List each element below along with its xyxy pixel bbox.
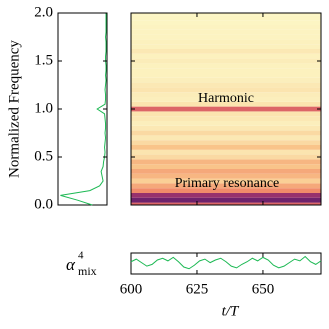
annotation: Primary resonance [175, 176, 280, 191]
x-tick-label: 600 [120, 281, 143, 297]
y-axis-label-symbol: α [66, 255, 76, 274]
x-tick-label: 625 [186, 281, 209, 297]
heatmap-row [131, 183, 321, 189]
y-axis-label-subscript: mix [78, 264, 97, 278]
heatmap-row [131, 58, 321, 64]
heatmap-row [131, 15, 321, 21]
time-series-line [130, 255, 322, 270]
plot-frame [57, 12, 108, 206]
heatmap-row [131, 178, 321, 184]
heatmap-row [131, 164, 321, 169]
heatmap-row [131, 29, 321, 35]
heatmap-row [131, 97, 321, 102]
heatmap-row [131, 106, 321, 112]
spectrum-line [60, 13, 107, 206]
x-axis-label: t/T [222, 303, 240, 319]
heatmap-row [131, 73, 321, 78]
heatmap-row [131, 39, 321, 45]
heatmap-row [131, 154, 321, 160]
y-tick-label: 2.0 [34, 4, 53, 20]
heatmap-row [131, 34, 321, 40]
heatmap-row [131, 197, 321, 203]
y-tick-label: 0.5 [34, 148, 53, 164]
y-tick-label: 0.0 [34, 196, 53, 212]
heatmap-row [131, 140, 321, 145]
heatmap-row [131, 25, 321, 30]
heatmap-row [131, 68, 321, 73]
y-tick-label: 1.0 [34, 100, 53, 116]
heatmap-row [131, 53, 321, 59]
heatmap-row [131, 92, 321, 97]
heatmap-row [131, 87, 321, 93]
heatmap-row [131, 145, 321, 150]
heatmap-row [131, 20, 321, 25]
plot-layer: 0.0 0.5 1.0 1.5 2.0 600 625 650 [34, 4, 322, 297]
x-tick-label: 650 [252, 281, 275, 297]
y-axis-label: Normalized Frequency [6, 40, 22, 178]
heatmap-row [131, 77, 321, 83]
heatmap-row [131, 13, 321, 16]
heatmap-row [131, 135, 321, 141]
heatmap-row [131, 111, 321, 117]
y-tick-label: 1.5 [34, 52, 53, 68]
heatmap-row [131, 121, 321, 126]
heatmap-row [131, 101, 321, 107]
heatmap-row [131, 193, 321, 198]
y-axis-label-superscript: 4 [78, 250, 84, 262]
heatmap-row [131, 173, 321, 179]
heatmap-row [131, 149, 321, 155]
heatmap-row [131, 130, 321, 136]
heatmap-row [131, 82, 321, 88]
annotation: Harmonic [198, 91, 254, 106]
heatmap-row [131, 44, 321, 49]
heatmap-row [131, 188, 321, 193]
plot-frame [130, 252, 322, 275]
heatmap-row [131, 49, 321, 54]
heatmap-row [131, 202, 321, 205]
heatmap-row [131, 159, 321, 165]
heatmap-row [131, 169, 321, 174]
heatmap-row [131, 125, 321, 131]
heatmap-row [131, 116, 321, 121]
heatmap-row [131, 63, 321, 69]
